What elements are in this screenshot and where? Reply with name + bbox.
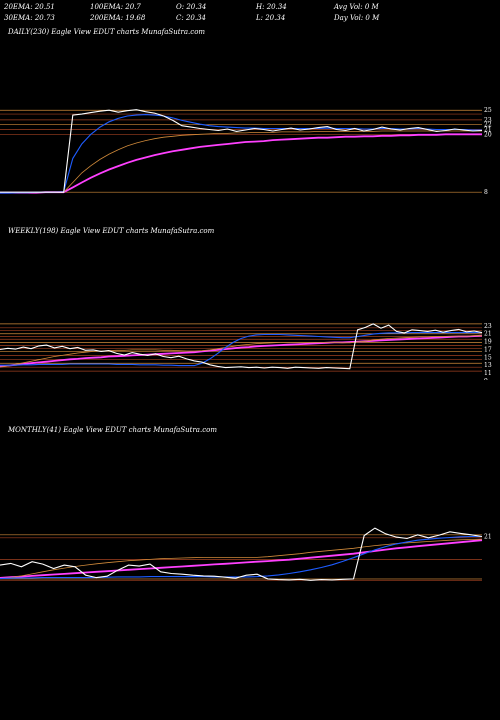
weekly-tick-label: 9 — [484, 378, 488, 380]
weekly-ema-mid-line — [0, 335, 482, 368]
weekly-tick-label: 15 — [484, 354, 492, 361]
weekly-tick-label: 23 — [484, 323, 492, 330]
daily-price-line — [0, 109, 483, 193]
monthly-chart-title: MONTHLY(41) Eagle View EDUT charts Munaf… — [8, 426, 217, 434]
daily-tick-label: 22 — [484, 122, 492, 129]
daily-tick-label: 20 — [484, 131, 492, 138]
weekly-chart-title: WEEKLY(198) Eagle View EDUT charts Munaf… — [8, 227, 215, 235]
monthly-ema-slow-line — [0, 539, 483, 579]
ema100-value: 100EMA: 20.7 — [90, 3, 141, 11]
monthly-tick-label: 21 — [484, 533, 492, 540]
daily-ema-slow-line — [0, 133, 482, 194]
weekly-tick-label: 13 — [484, 362, 492, 369]
high-value: H: 20.34 — [256, 3, 287, 11]
weekly-tick-label: 21 — [484, 331, 492, 338]
daily-tick-label: 23 — [484, 117, 492, 124]
daily-tick-label: 25 — [484, 107, 492, 114]
ema30-value: 30EMA: 20.73 — [4, 14, 55, 22]
day-vol-value: Day Vol: 0 M — [334, 14, 380, 22]
ema20-value: 20EMA: 20.51 — [4, 3, 55, 11]
weekly-chart: 2321191715131197 — [0, 323, 492, 380]
weekly-price-line — [0, 323, 483, 370]
daily-ema-mid-line — [0, 130, 482, 194]
low-value: L: 20.34 — [256, 14, 286, 22]
ema200-value: 200EMA: 19.68 — [90, 14, 146, 22]
open-value: O: 20.34 — [176, 3, 207, 11]
weekly-tick-label: 11 — [484, 370, 492, 377]
monthly-price-line — [0, 527, 483, 581]
weekly-tick-label: 19 — [484, 339, 492, 346]
weekly-ema-slow-line — [0, 334, 483, 368]
weekly-tick-label: 17 — [484, 346, 492, 353]
close-value: C: 20.34 — [176, 14, 206, 22]
daily-tick-label: 21 — [484, 127, 492, 134]
daily-tick-label: 8 — [484, 189, 488, 196]
daily-chart-title: DAILY(230) Eagle View EDUT charts Munafa… — [8, 28, 206, 36]
monthly-chart: 214 — [0, 527, 492, 581]
daily-ema-fast-line — [0, 114, 482, 194]
avg-vol-value: Avg Vol: 0 M — [334, 3, 379, 11]
